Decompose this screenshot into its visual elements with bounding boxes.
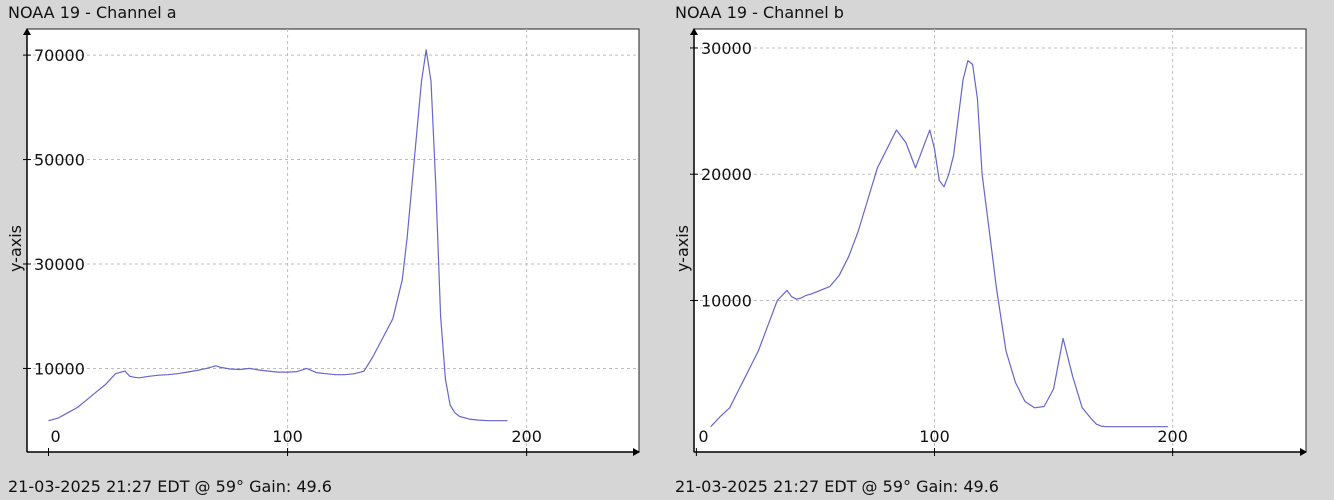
chart-title: NOAA 19 - Channel a: [8, 3, 177, 22]
y-tick-label: 20000: [701, 165, 752, 184]
y-tick-label: 10000: [701, 291, 752, 310]
chart-panel-b: NOAA 19 - Channel b 0 100 200 10000 20000 300…: [667, 0, 1334, 500]
x-tick-label: 200: [511, 427, 542, 446]
x-tick-label: 200: [1157, 427, 1188, 446]
x-tick-label: 0: [51, 427, 61, 446]
x-tick-label: 100: [919, 427, 950, 446]
plot-area: [26, 28, 640, 453]
chart-footer: 21-03-2025 21:27 EDT @ 59° Gain: 49.6: [8, 477, 332, 496]
y-tick-label: 70000: [34, 46, 85, 65]
chart-a: 0 100 200 10000 30000 50000 70000 y-axis: [6, 28, 640, 456]
series-line: [710, 59, 1168, 428]
chart-title: NOAA 19 - Channel b: [675, 3, 844, 22]
y-axis-label: y-axis: [6, 225, 25, 272]
x-tick-label: 0: [698, 427, 708, 446]
chart-panel-a: NOAA 19 - Channel a 0 100 200 10000 30000 500…: [6, 3, 640, 496]
y-tick-label: 30000: [701, 39, 752, 58]
y-tick-label: 10000: [34, 359, 85, 378]
plot-area: [693, 28, 1307, 453]
y-tick-label: 50000: [34, 151, 85, 170]
chart-footer: 21-03-2025 21:27 EDT @ 59° Gain: 49.6: [675, 477, 999, 496]
y-axis-arrow: [690, 28, 698, 35]
y-axis-label: y-axis: [673, 225, 692, 272]
x-axis-arrow: [1300, 448, 1307, 456]
x-tick-label: 100: [272, 427, 303, 446]
chart-b: 0 100 200 10000 20000 30000 y-axis: [673, 28, 1307, 456]
y-tick-label: 30000: [34, 255, 85, 274]
x-axis-arrow: [633, 448, 640, 456]
series-line: [48, 49, 508, 422]
y-axis-arrow: [23, 28, 31, 35]
